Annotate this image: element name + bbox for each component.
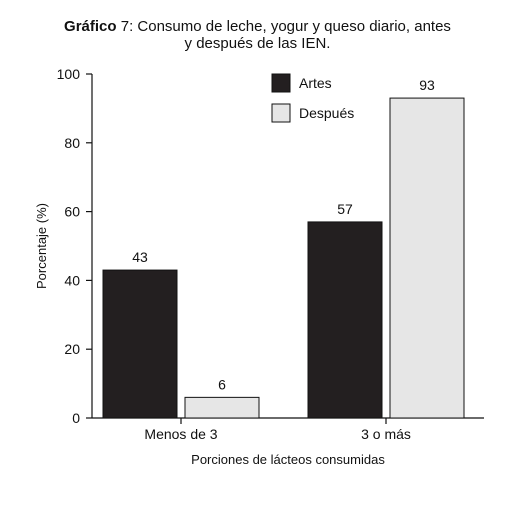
bar-despues [389,97,465,419]
legend-swatch [271,103,291,123]
x-axis-label: Porciones de lácteos consumidas [191,452,385,467]
bar-antes [307,221,383,419]
y-tick-label: 60 [64,204,80,220]
chart-title-line1: Gráfico 7: Consumo de leche, yogur y que… [0,18,515,35]
chart-title-line2: y después de las IEN. [184,35,331,52]
chart-title-rest: 7: Consumo de leche, yogur y queso diari… [116,18,451,35]
bar-antes [102,269,178,419]
bar-value-label: 93 [419,77,435,93]
x-tick-label: Menos de 3 [144,426,217,442]
y-tick-label: 80 [64,135,80,151]
y-tick-label: 0 [72,410,80,426]
legend-label: Después [299,105,354,121]
y-tick-label: 20 [64,341,80,357]
chart-title-prefix: Gráfico [64,18,117,35]
chart-title: Gráfico 7: Consumo de leche, yogur y que… [0,18,515,52]
x-tick-label: 3 o más [361,426,411,442]
bar-value-label: 6 [218,376,226,392]
legend-swatch [271,73,291,93]
bar-despues [184,396,260,419]
bar-value-label: 43 [132,249,148,265]
y-axis-label: Porcentaje (%) [34,203,49,289]
y-tick-label: 40 [64,272,80,288]
bar-value-label: 57 [337,201,353,217]
legend-label: Artes [299,75,332,91]
y-tick-label: 100 [57,66,81,82]
